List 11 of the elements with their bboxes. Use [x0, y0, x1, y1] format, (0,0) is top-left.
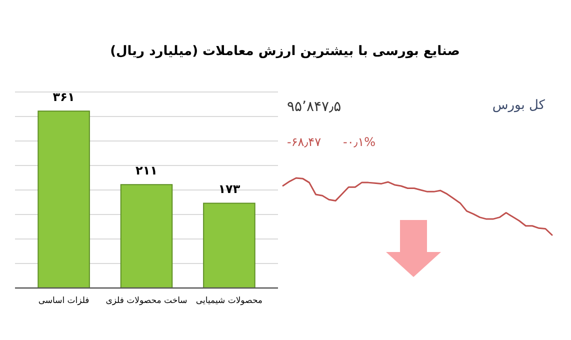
text: -۶۸٫۴۷ [287, 135, 322, 149]
data-label: ۳۶۱ [52, 90, 75, 104]
x-tick-label: ساخت محصولات فلزی [106, 296, 188, 306]
x-tick-label: محصولات شیمیایی [196, 296, 262, 306]
data-label: ۲۱۱ [136, 164, 158, 178]
data-label: ۱۷۳ [218, 182, 241, 196]
x-tick-label: فلزات اساسی [38, 296, 90, 306]
chart-title: کل بورس [492, 98, 546, 113]
chart-title: صنایع بورسی با بیشترین ارزش معاملات (میلیارد ریال) [110, 44, 460, 59]
text: -۰٫۱% [343, 135, 376, 149]
text: ۹۵٬۸۴۷٫۵ [287, 99, 342, 115]
